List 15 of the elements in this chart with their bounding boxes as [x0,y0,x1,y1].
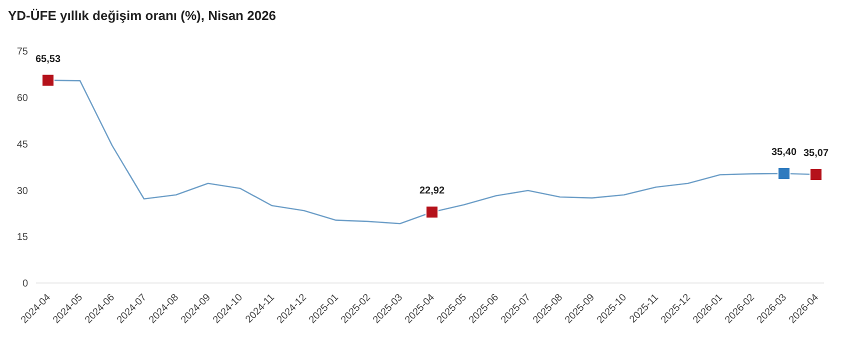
data-label: 22,92 [419,186,445,197]
data-label: 35,40 [771,146,797,158]
data-label: 35,07 [803,148,829,160]
y-tick-label: 60 [16,92,28,104]
point [426,206,438,219]
y-tick-label: 15 [16,232,28,244]
data-label: 65,53 [35,54,61,65]
y-tick-label: 75 [16,46,28,58]
point [778,166,790,180]
point [42,74,54,87]
chart-title: YD-ÜFE yıllık değişim oranı (%), Nisan 2026 [8,8,278,23]
y-tick-label: 45 [16,139,28,150]
y-tick-label: 0 [22,278,28,290]
y-tick-label: 30 [16,186,28,197]
point [810,168,822,182]
